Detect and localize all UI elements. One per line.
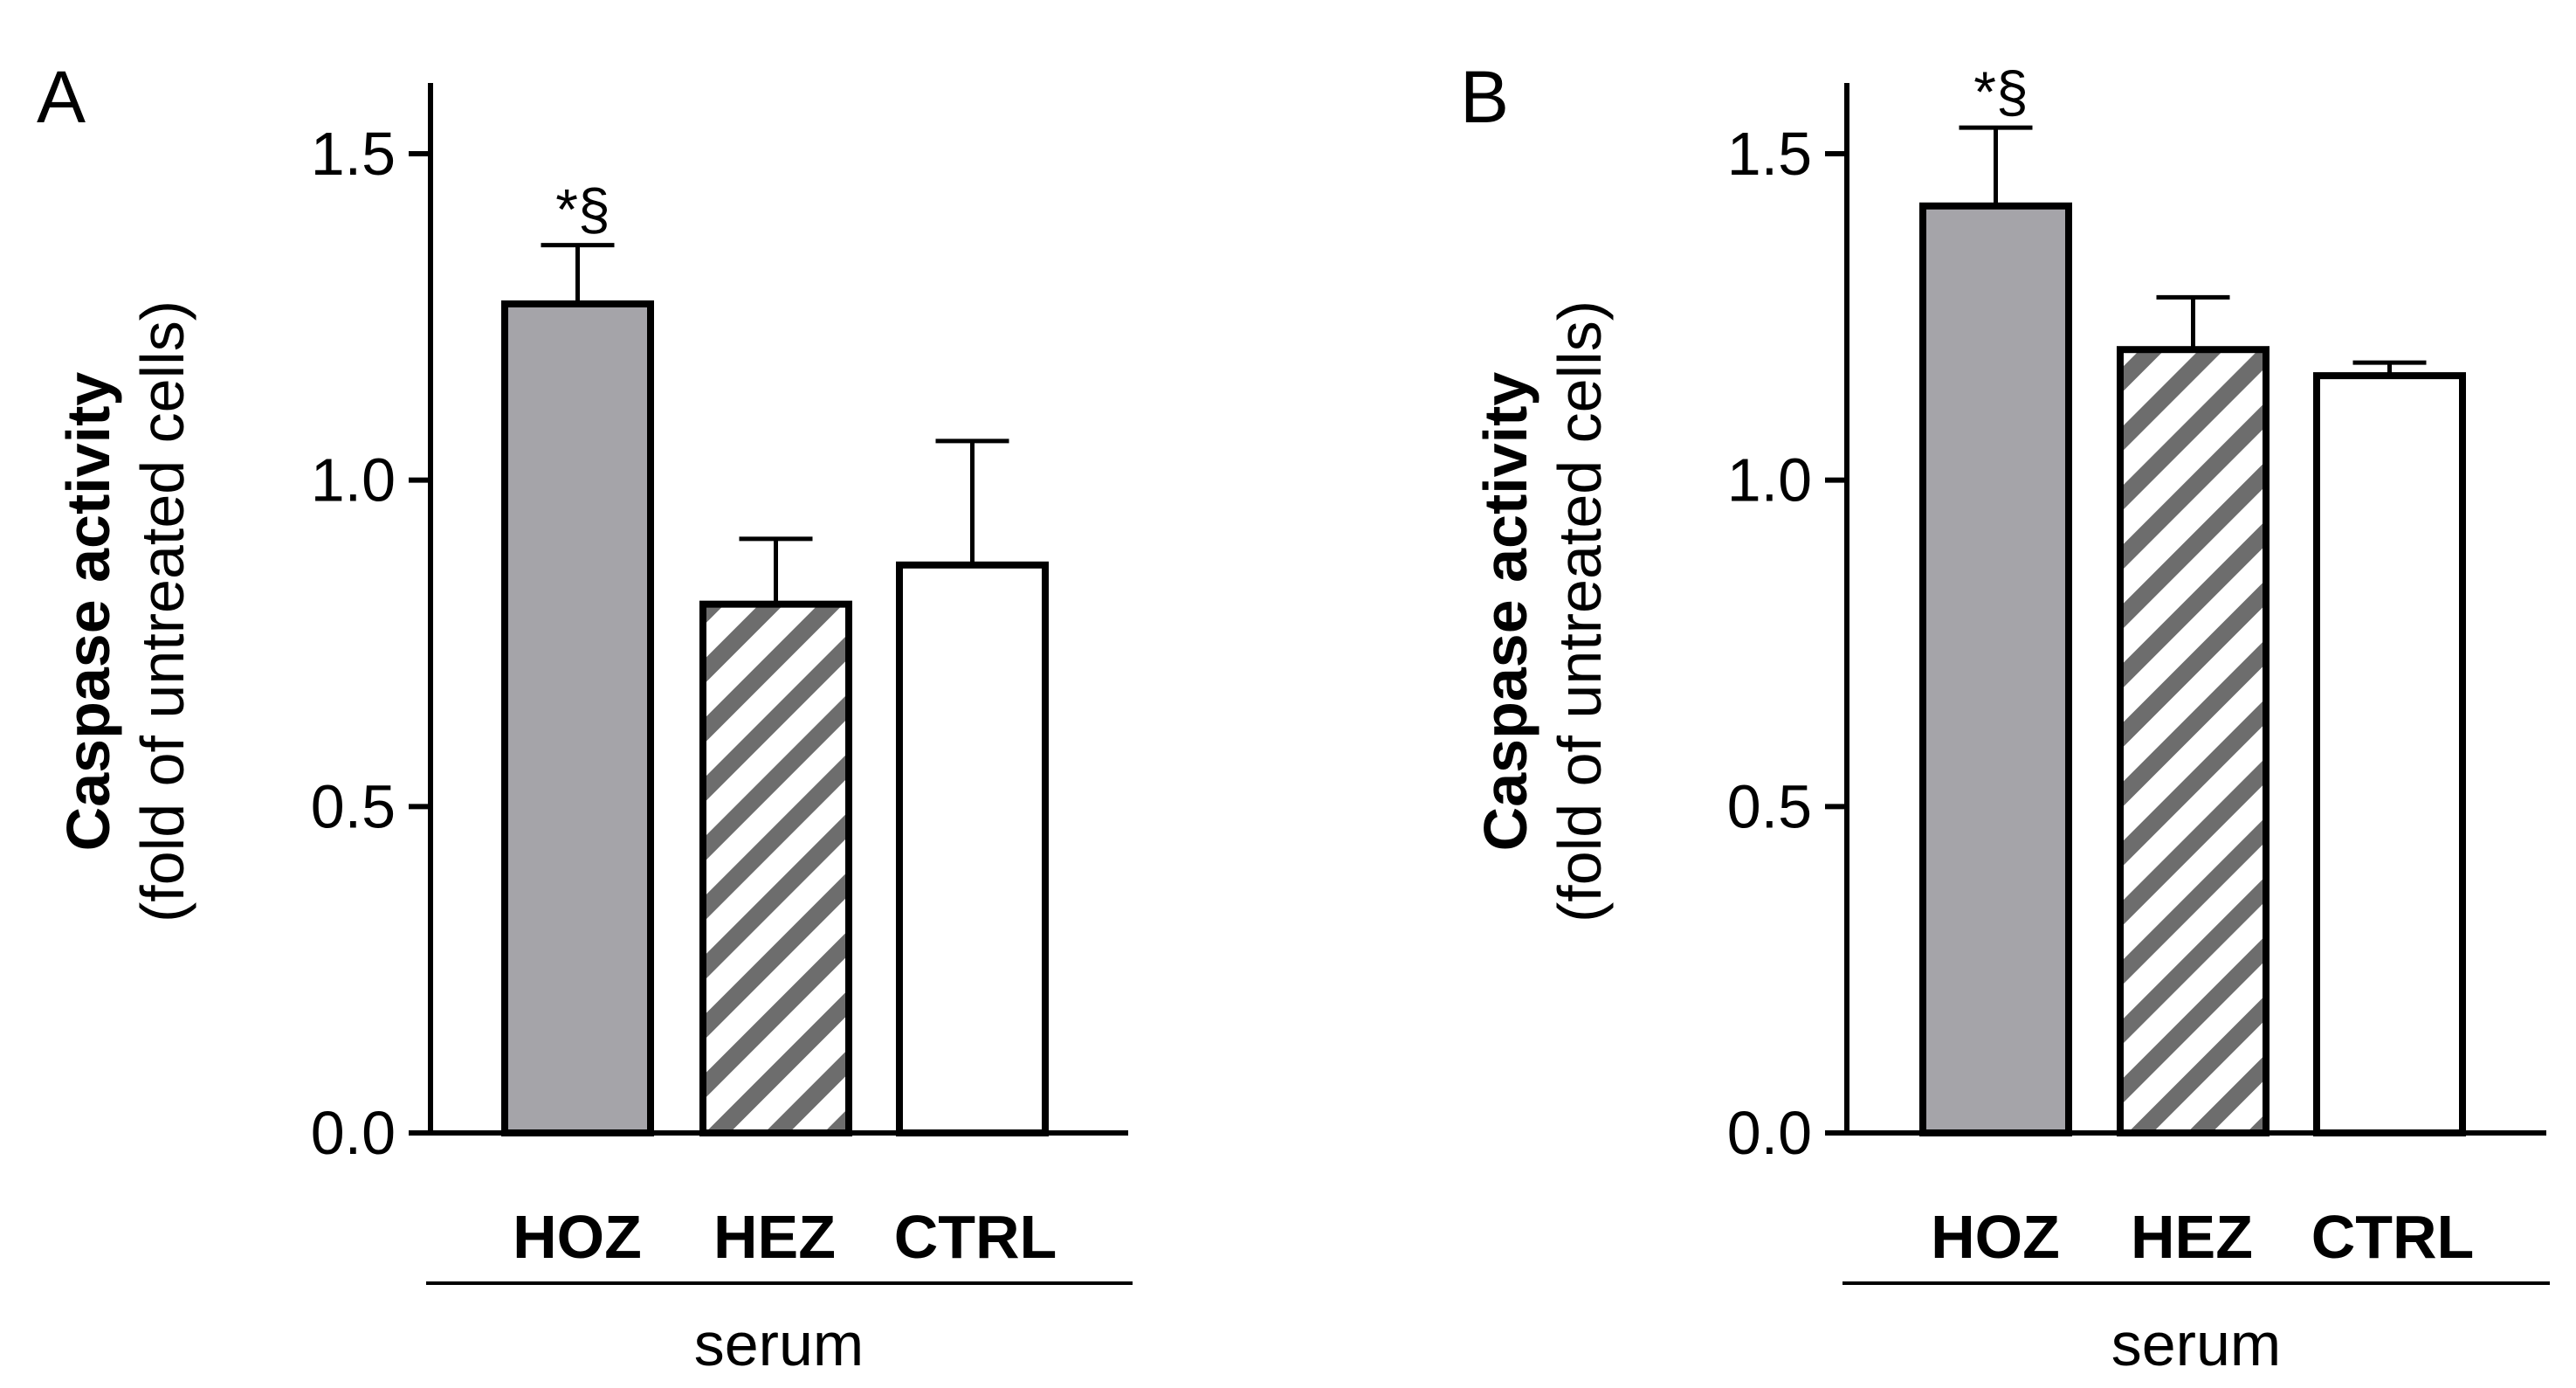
- y-tick-label: 1.5: [1727, 120, 1812, 188]
- y-axis-label-sub: (fold of untreated cells): [1546, 300, 1614, 922]
- bar-hez: [2117, 346, 2269, 1136]
- y-tick-label: 1.0: [311, 446, 396, 514]
- y-tick-label: 0.0: [1727, 1099, 1812, 1167]
- panel-letter: B: [1460, 56, 1509, 138]
- x-axis-group-label: serum: [2111, 1310, 2281, 1378]
- chart-panel-b: B 0.0 0.5 1.0 1.5 *§ HOZ HEZ CTRL serum Caspase ac…: [1460, 56, 2550, 1378]
- category-label: HEZ: [713, 1203, 836, 1271]
- y-axis-label: Caspase activity (fold of untreated cells…: [54, 300, 196, 922]
- significance-annotation: *§: [555, 177, 610, 242]
- bar-hoz: [1919, 202, 2072, 1137]
- bar-ctrl: [896, 561, 1049, 1136]
- bar-hoz: [501, 300, 654, 1136]
- y-tick-label: 0.5: [311, 772, 396, 840]
- y-axis-label: Caspase activity (fold of untreated cells…: [1471, 300, 1614, 922]
- y-axis-label-main: Caspase activity: [1471, 372, 1539, 852]
- bar-hez: [699, 600, 852, 1136]
- y-axis-label-sub: (fold of untreated cells): [128, 300, 196, 922]
- panel-letter: A: [37, 56, 86, 138]
- category-label: HEZ: [2131, 1203, 2253, 1271]
- y-tick-label: 1.5: [311, 120, 396, 188]
- y-tick-label: 0.5: [1727, 772, 1812, 840]
- significance-annotation: *§: [1973, 59, 2028, 124]
- category-label: HOZ: [513, 1203, 642, 1271]
- y-axis-label-main: Caspase activity: [54, 372, 122, 852]
- y-tick-label: 1.0: [1727, 446, 1812, 514]
- category-label: HOZ: [1931, 1203, 2060, 1271]
- bar-ctrl: [2313, 372, 2466, 1136]
- chart-panel-a: A 0.0 0.5 1.0 1.5 *§ HOZ HEZ CTRL serum Caspase ac…: [37, 56, 1133, 1378]
- y-tick-label: 0.0: [311, 1099, 396, 1167]
- category-label: CTRL: [894, 1203, 1057, 1271]
- x-axis-group-label: serum: [694, 1310, 864, 1378]
- category-label: CTRL: [2311, 1203, 2475, 1271]
